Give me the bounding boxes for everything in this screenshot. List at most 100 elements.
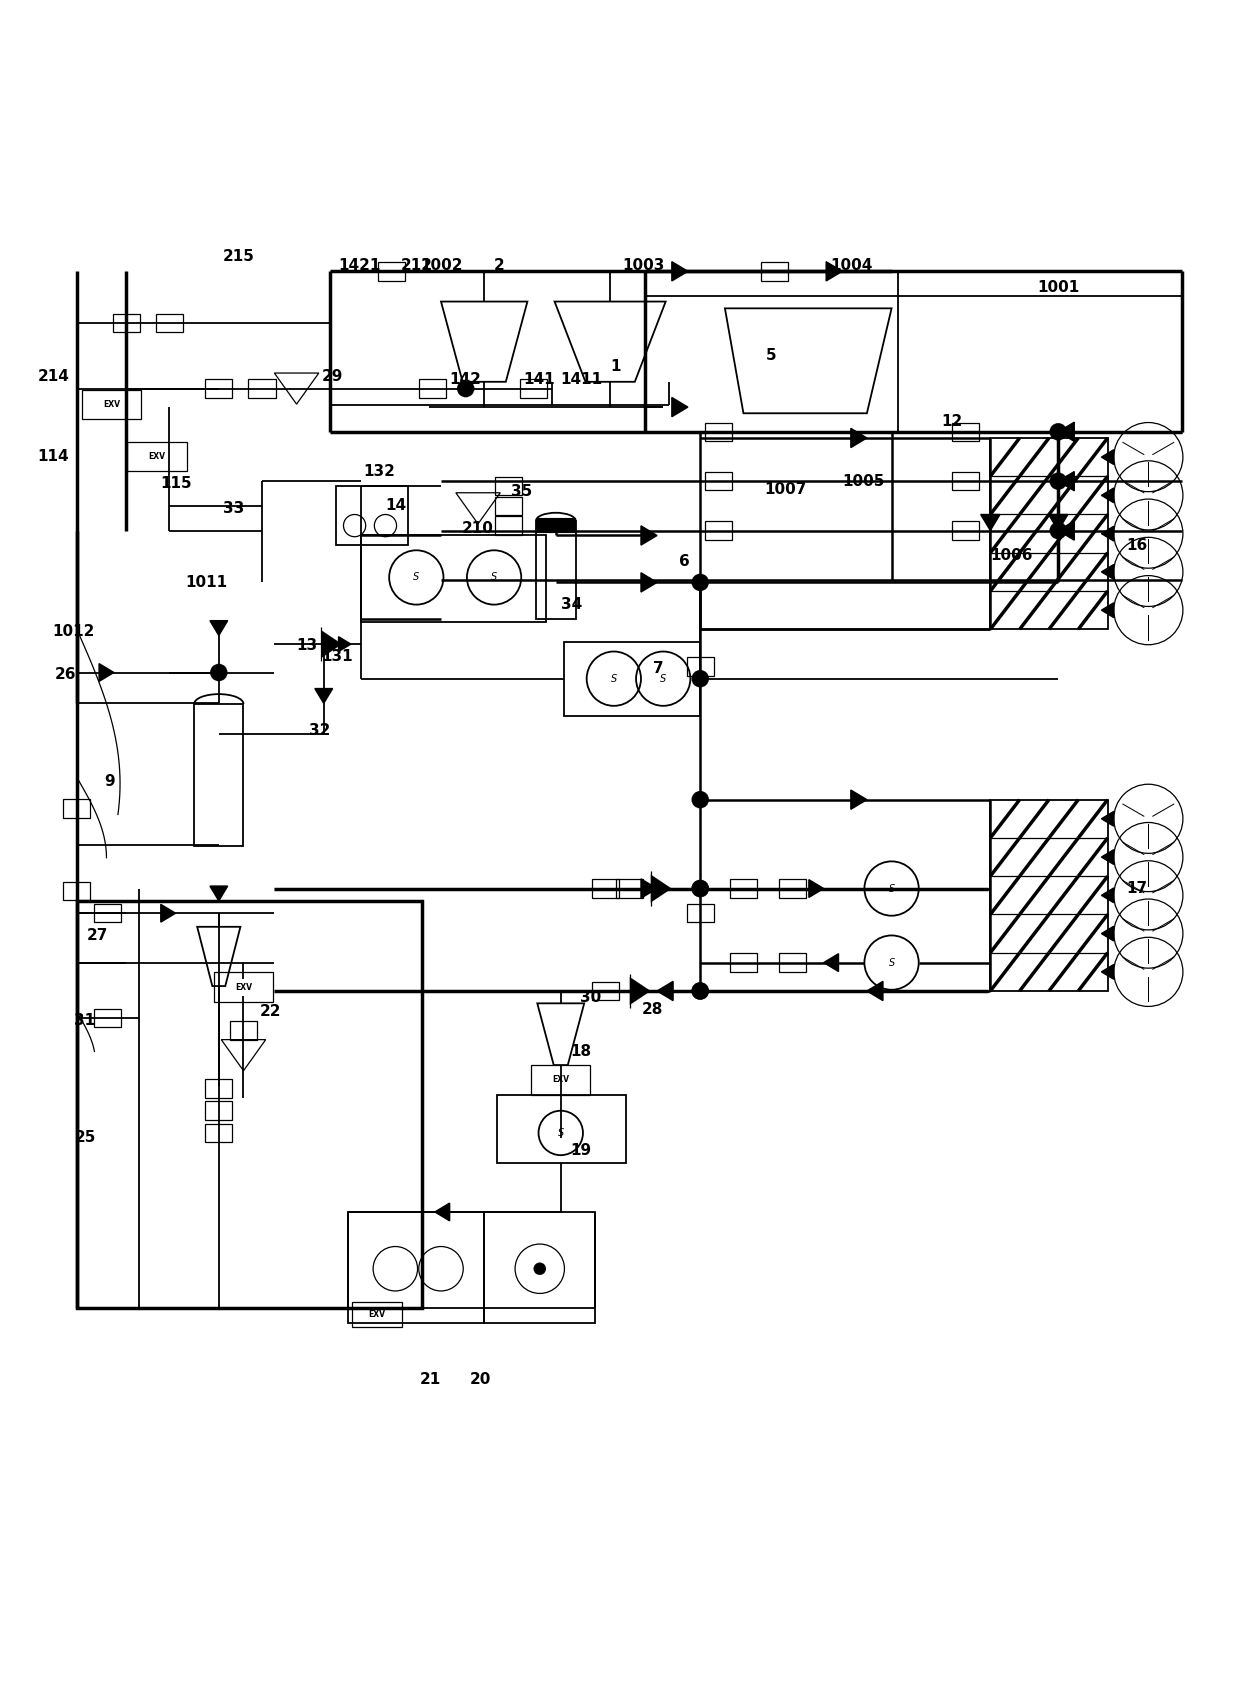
Text: 1411: 1411 <box>560 373 603 388</box>
Text: 14: 14 <box>386 499 407 513</box>
Bar <box>195 703 243 846</box>
Bar <box>687 657 714 676</box>
Text: 132: 132 <box>363 463 396 479</box>
Text: 9: 9 <box>104 773 114 788</box>
Polygon shape <box>1058 521 1074 540</box>
Text: 22: 22 <box>259 1005 281 1020</box>
Bar <box>495 477 522 496</box>
Text: 1011: 1011 <box>186 576 228 589</box>
Polygon shape <box>823 954 838 971</box>
Bar <box>779 954 806 972</box>
Bar <box>991 800 1107 991</box>
Bar <box>213 972 273 1001</box>
Polygon shape <box>435 1202 450 1221</box>
Text: 1003: 1003 <box>622 257 665 272</box>
Bar <box>94 1008 122 1027</box>
Text: 1004: 1004 <box>830 257 872 272</box>
Text: 142: 142 <box>450 373 481 388</box>
Polygon shape <box>1101 489 1114 502</box>
Bar <box>952 422 980 441</box>
Circle shape <box>692 669 709 688</box>
Bar <box>730 879 758 897</box>
Bar <box>128 441 187 472</box>
Polygon shape <box>630 978 651 1005</box>
Text: 212: 212 <box>401 257 433 272</box>
Bar <box>591 981 619 1000</box>
Bar <box>706 422 733 441</box>
Polygon shape <box>1058 422 1074 441</box>
Bar <box>352 1303 402 1327</box>
Bar <box>760 262 787 281</box>
Bar <box>495 497 522 514</box>
Text: 16: 16 <box>1126 538 1147 553</box>
Text: 20: 20 <box>470 1373 491 1388</box>
Bar <box>206 1080 232 1098</box>
Text: 12: 12 <box>941 414 962 429</box>
Text: 7: 7 <box>653 661 663 676</box>
Text: S: S <box>491 572 497 582</box>
Polygon shape <box>210 620 228 635</box>
Text: 1002: 1002 <box>420 257 463 272</box>
Text: 34: 34 <box>560 598 582 611</box>
Bar <box>77 901 423 1308</box>
Text: 28: 28 <box>642 1001 663 1017</box>
Bar <box>536 518 575 533</box>
Circle shape <box>692 790 709 809</box>
Bar <box>687 904 714 923</box>
Text: 18: 18 <box>570 1044 591 1059</box>
Bar <box>536 521 575 620</box>
Text: 1421: 1421 <box>339 257 381 272</box>
Circle shape <box>692 983 709 1000</box>
Text: 35: 35 <box>511 484 533 499</box>
Text: 32: 32 <box>309 724 330 737</box>
Text: 19: 19 <box>570 1143 591 1158</box>
Bar <box>113 313 140 332</box>
Bar <box>94 904 122 923</box>
Text: 30: 30 <box>580 989 601 1005</box>
Text: 26: 26 <box>55 668 76 683</box>
Text: EXV: EXV <box>368 1310 386 1318</box>
Bar <box>361 535 546 622</box>
Bar <box>206 1102 232 1121</box>
Bar <box>156 313 184 332</box>
Circle shape <box>1049 521 1066 540</box>
Polygon shape <box>1101 850 1114 865</box>
Text: S: S <box>611 674 618 683</box>
Bar <box>952 521 980 540</box>
Text: 31: 31 <box>74 1013 95 1029</box>
Polygon shape <box>1058 472 1074 490</box>
Circle shape <box>1049 422 1066 441</box>
Text: 1006: 1006 <box>991 548 1033 562</box>
Text: 2: 2 <box>494 257 505 272</box>
Text: 1: 1 <box>610 359 621 375</box>
Bar <box>229 1022 257 1041</box>
Bar <box>591 879 619 897</box>
Bar <box>779 879 806 897</box>
Polygon shape <box>1049 514 1068 531</box>
Text: 215: 215 <box>222 249 254 264</box>
Text: 115: 115 <box>161 477 192 490</box>
Text: EXV: EXV <box>552 1075 569 1085</box>
Polygon shape <box>826 262 842 281</box>
Bar <box>730 954 758 972</box>
Polygon shape <box>641 526 657 545</box>
Text: 17: 17 <box>1126 880 1147 896</box>
Text: S: S <box>888 957 895 967</box>
Polygon shape <box>851 790 867 809</box>
Polygon shape <box>867 981 883 1001</box>
Bar <box>419 380 446 399</box>
Polygon shape <box>339 637 351 652</box>
Polygon shape <box>321 630 342 657</box>
Polygon shape <box>161 904 176 921</box>
Bar <box>496 1095 626 1163</box>
Text: 29: 29 <box>321 370 342 383</box>
Polygon shape <box>99 664 114 681</box>
Text: 1001: 1001 <box>1037 279 1080 295</box>
Bar <box>63 882 91 901</box>
Polygon shape <box>1101 564 1114 579</box>
Polygon shape <box>851 429 867 448</box>
Text: 33: 33 <box>222 501 244 516</box>
Bar <box>991 438 1107 630</box>
Text: 210: 210 <box>463 521 494 535</box>
Text: 1012: 1012 <box>52 625 94 639</box>
